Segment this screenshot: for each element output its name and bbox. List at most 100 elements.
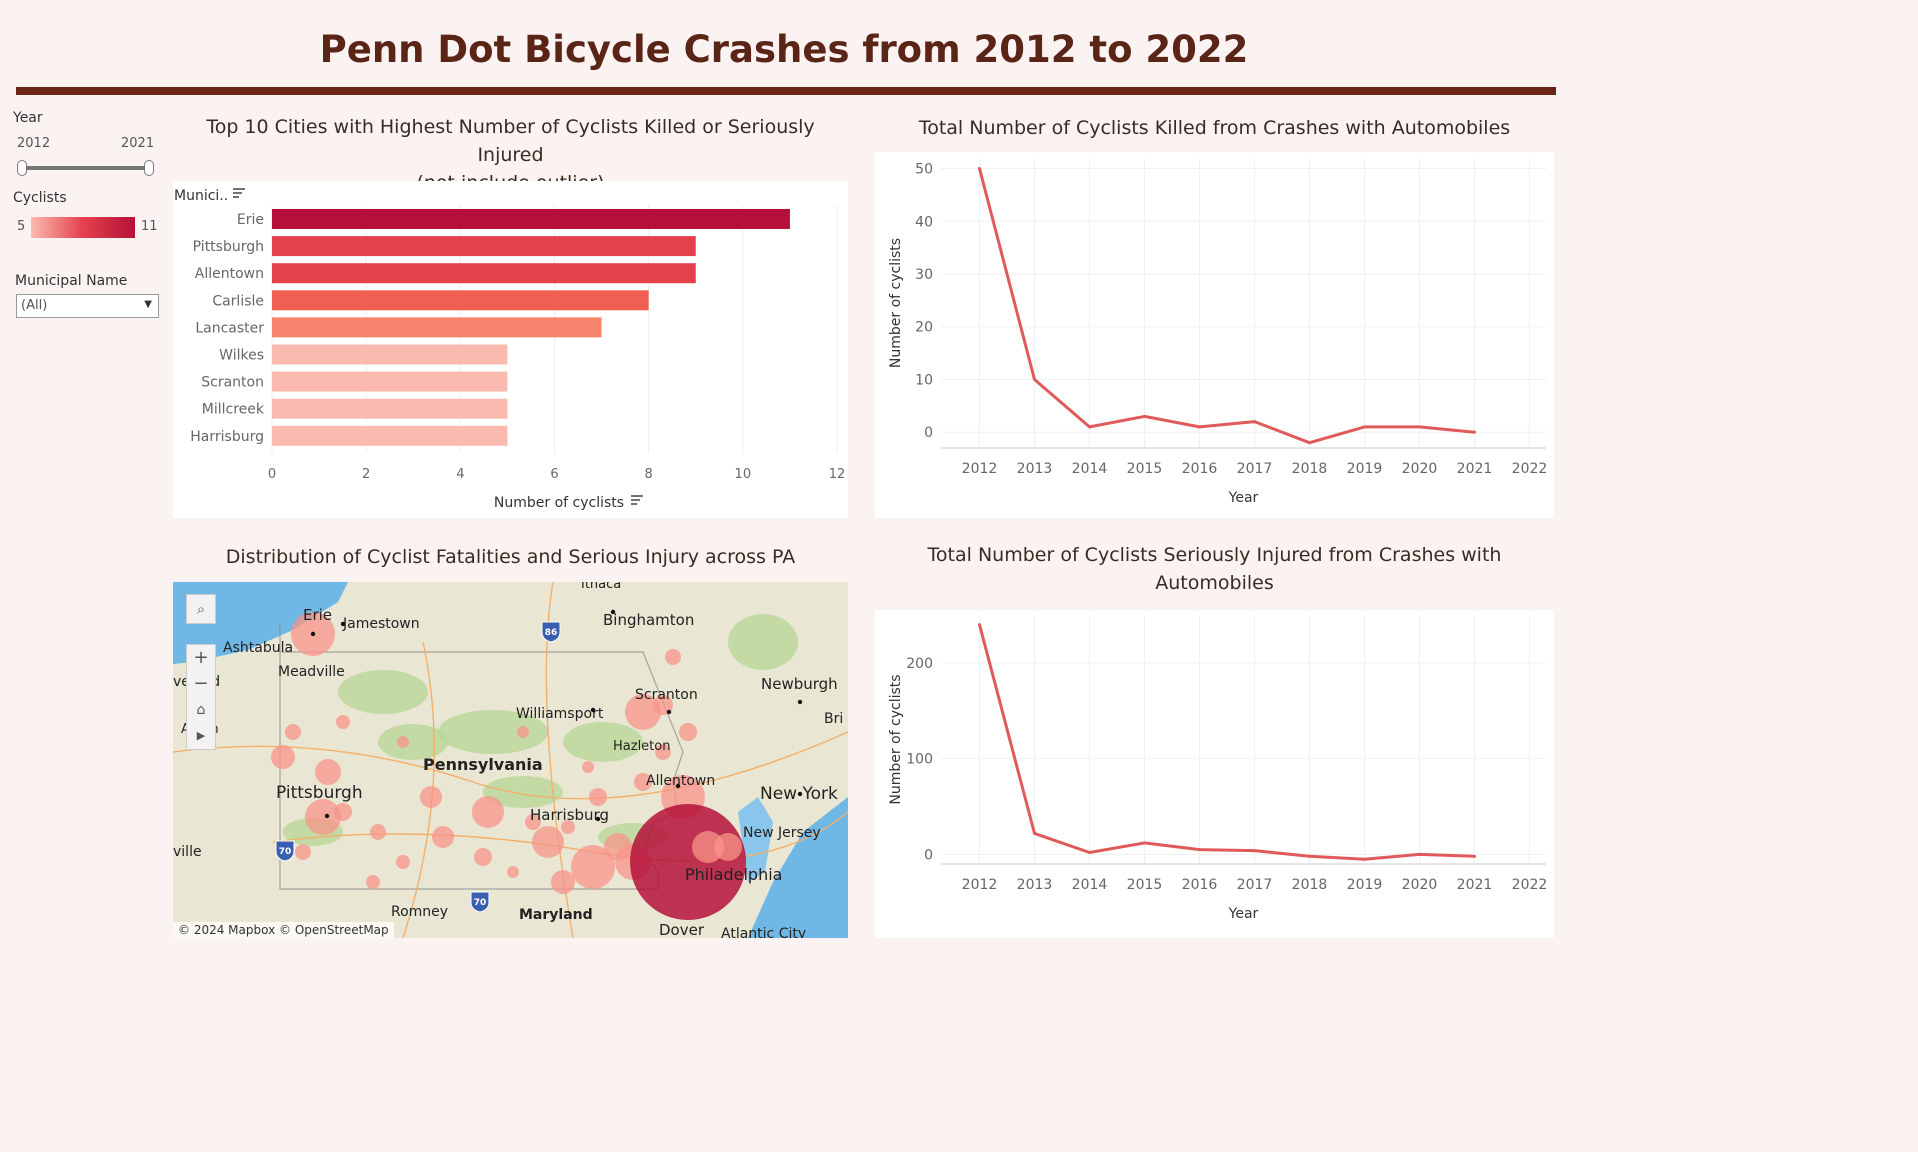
x-tick-label: 2012 <box>962 877 998 893</box>
data-point <box>1033 377 1036 381</box>
crash-bubble <box>561 820 575 834</box>
x-tick-label: 2020 <box>1402 461 1438 477</box>
search-icon[interactable]: ⌕ <box>186 594 216 624</box>
crash-bubble <box>420 786 442 808</box>
page-title: Penn Dot Bicycle Crashes from 2012 to 20… <box>319 28 1249 71</box>
crash-bubble <box>653 695 673 715</box>
x-tick-label: 6 <box>550 467 558 482</box>
forest-area <box>728 614 798 670</box>
play-icon[interactable]: ▶ <box>196 729 206 742</box>
interstate-number: 70 <box>279 847 292 857</box>
city-dot <box>340 621 346 627</box>
crash-bubble <box>472 796 504 828</box>
crash-bubble <box>370 824 386 840</box>
x-tick-label: 2015 <box>1127 877 1163 893</box>
bar-chart: 0 2 4 6 8 10 12 Munici.. Erie Pittsburgh Allentown… <box>174 188 846 511</box>
crash-bubble <box>315 759 341 785</box>
cyclists-legend-min: 5 <box>17 219 26 234</box>
data-point <box>1308 441 1311 445</box>
bar <box>272 344 508 365</box>
zoom-controls: + − ⌂ ▶ <box>186 644 216 750</box>
place-label: ville <box>173 844 202 860</box>
data-point <box>1033 831 1036 835</box>
place-label: New Jersey <box>743 825 821 841</box>
year-slider-track <box>21 166 151 170</box>
place-label: Jamestown <box>342 616 420 632</box>
x-tick-label: 2013 <box>1017 877 1053 893</box>
crash-bubble <box>305 799 341 835</box>
crash-bubble <box>665 649 681 665</box>
zoom-out-icon[interactable]: − <box>193 673 209 694</box>
x-tick-label: 4 <box>456 467 464 482</box>
map[interactable]: Erie Jamestown Binghamton Ashtabula Meadvill… <box>173 582 848 938</box>
city-dot <box>610 609 616 615</box>
series-line <box>978 624 1475 861</box>
category-label: Pittsburgh <box>193 239 264 255</box>
x-tick-label: 12 <box>829 467 846 482</box>
y-tick-label: 200 <box>906 656 933 672</box>
injured-chart-panel: 2012 2013 2014 2015 2016 2017 2018 2019 2020 2021… <box>875 610 1554 938</box>
data-point <box>1088 851 1091 855</box>
crash-bubble <box>551 870 575 894</box>
x-tick-label: 2018 <box>1292 877 1328 893</box>
city-dot <box>324 813 330 819</box>
year-slider[interactable] <box>17 160 155 176</box>
row-header: Munici.. <box>174 188 228 204</box>
x-axis-title: Year <box>1228 490 1259 506</box>
crash-bubble <box>271 745 295 769</box>
data-point <box>1363 425 1366 429</box>
crash-bubble <box>630 804 746 920</box>
interstate-number: 86 <box>545 628 558 638</box>
crash-bubble <box>582 761 594 773</box>
crash-bubble <box>634 773 652 791</box>
y-tick-label: 50 <box>915 162 933 178</box>
place-label: Newburgh <box>761 675 838 693</box>
sort-icon <box>233 188 245 198</box>
x-tick-label: 2021 <box>1457 877 1493 893</box>
injured-chart-title: Total Number of Cyclists Seriously Injur… <box>875 541 1554 597</box>
x-tick-label: 10 <box>735 467 752 482</box>
bar <box>272 398 508 419</box>
place-label: Pittsburgh <box>276 783 363 803</box>
year-slider-handle-min[interactable] <box>17 160 27 176</box>
bar <box>272 425 508 446</box>
data-point <box>1473 430 1476 434</box>
highway <box>173 731 848 800</box>
year-slider-handle-max[interactable] <box>144 160 154 176</box>
x-tick-label: 2 <box>362 467 370 482</box>
forest-area <box>378 724 448 760</box>
year-min-label: 2012 <box>17 136 51 151</box>
crash-bubble <box>692 831 724 863</box>
sort-icon <box>631 495 643 505</box>
municipal-dropdown[interactable]: (All) ▼ <box>16 294 159 318</box>
x-tick-label: 2014 <box>1072 877 1108 893</box>
bar <box>272 371 508 392</box>
category-label: Harrisburg <box>190 429 264 445</box>
zoom-in-icon[interactable]: + <box>193 647 209 668</box>
data-point <box>978 167 981 171</box>
city-dot <box>675 783 681 789</box>
home-icon[interactable]: ⌂ <box>196 702 206 718</box>
forest-area <box>438 710 548 754</box>
crash-bubble <box>525 814 541 830</box>
x-tick-label: 2019 <box>1347 461 1383 477</box>
bar-chart-panel: 0 2 4 6 8 10 12 Munici.. Erie Pittsburgh Allentown… <box>173 181 848 518</box>
y-tick-label: 0 <box>924 847 933 863</box>
bar <box>272 236 696 257</box>
lake-erie <box>173 582 348 664</box>
killed-line-chart: 2012 2013 2014 2015 2016 2017 2018 2019 2020 2021… <box>888 158 1547 506</box>
y-axis-title: Number of cyclists <box>888 674 904 804</box>
data-point <box>1143 841 1146 845</box>
place-label: Ithaca <box>581 582 621 592</box>
injured-chart-title-line2: Automobiles <box>1155 572 1274 594</box>
x-axis-title: Number of cyclists <box>494 495 624 511</box>
crash-bubble <box>571 845 615 889</box>
category-label: Scranton <box>201 375 264 391</box>
highway <box>402 641 435 938</box>
forest-area <box>338 670 428 714</box>
category-label: Millcreek <box>202 402 265 418</box>
place-label: Meadville <box>278 664 345 680</box>
x-tick-label: 2015 <box>1127 461 1163 477</box>
map-toolbar: ⌕ + − ⌂ ▶ <box>186 594 216 750</box>
x-tick-label: 2017 <box>1237 877 1273 893</box>
